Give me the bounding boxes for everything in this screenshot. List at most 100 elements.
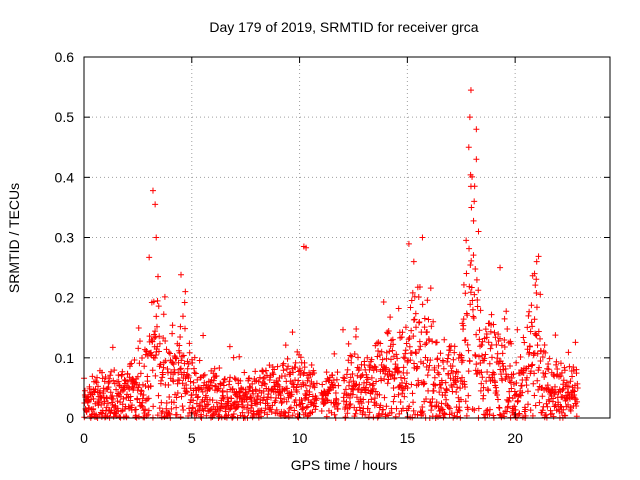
data-point (353, 325, 360, 332)
data-point (493, 388, 500, 395)
data-point (539, 393, 546, 400)
data-point (342, 414, 349, 421)
data-point (391, 374, 398, 381)
data-point (181, 360, 188, 367)
data-point (536, 364, 543, 371)
data-point (541, 374, 548, 381)
data-point (155, 303, 162, 310)
data-point (194, 376, 201, 383)
data-point (490, 321, 497, 328)
data-point (414, 411, 421, 418)
data-point (371, 395, 378, 402)
data-point (457, 385, 464, 392)
data-point (388, 409, 395, 416)
data-point (303, 387, 310, 394)
data-point (227, 374, 234, 381)
data-point (492, 384, 499, 391)
data-point (297, 354, 304, 361)
data-point (421, 380, 428, 387)
data-point (441, 336, 448, 343)
data-point (154, 297, 161, 304)
data-point (120, 395, 127, 402)
data-point (169, 322, 176, 329)
data-point (154, 412, 161, 419)
data-point (420, 360, 427, 367)
data-point (397, 374, 404, 381)
data-point (175, 369, 182, 376)
data-point (114, 405, 121, 412)
data-point (264, 394, 271, 401)
data-point (201, 371, 208, 378)
data-point (398, 334, 405, 341)
data-point (291, 407, 298, 414)
data-point (230, 411, 237, 418)
data-point (494, 392, 501, 399)
data-point (399, 405, 406, 412)
data-point (344, 366, 351, 373)
data-point (90, 395, 97, 402)
data-point (472, 266, 479, 273)
data-point (366, 409, 373, 416)
data-point (537, 335, 544, 342)
data-point (228, 395, 235, 402)
data-point (513, 359, 520, 366)
data-point (252, 368, 259, 375)
data-point (289, 329, 296, 336)
data-point (455, 369, 462, 376)
data-point (136, 360, 143, 367)
data-point (267, 394, 274, 401)
data-point (554, 366, 561, 373)
data-point (332, 390, 339, 397)
data-point (486, 411, 493, 418)
data-point (491, 371, 498, 378)
data-point (470, 252, 477, 259)
data-point (470, 217, 477, 224)
data-point (89, 373, 96, 380)
data-point (558, 369, 565, 376)
data-point (494, 350, 501, 357)
data-point (519, 389, 526, 396)
data-point (266, 404, 273, 411)
data-point (427, 285, 434, 292)
data-point (384, 380, 391, 387)
data-point (313, 395, 320, 402)
data-point (364, 354, 371, 361)
data-point (479, 338, 486, 345)
data-point (488, 354, 495, 361)
data-point (430, 387, 437, 394)
data-point (114, 398, 121, 405)
data-point (162, 357, 169, 364)
data-point (148, 349, 155, 356)
data-point (429, 338, 436, 345)
data-point (185, 360, 192, 367)
data-point (187, 378, 194, 385)
data-point (395, 391, 402, 398)
data-point (397, 398, 404, 405)
data-point (532, 331, 539, 338)
data-point (461, 381, 468, 388)
data-point (463, 237, 470, 244)
data-points (81, 87, 581, 421)
data-point (557, 373, 564, 380)
data-point (285, 413, 292, 420)
data-point (96, 399, 103, 406)
data-point (178, 271, 185, 278)
data-point (184, 358, 191, 365)
y-tick-label: 0.3 (55, 230, 75, 246)
data-point (467, 87, 474, 94)
data-point (289, 412, 296, 419)
data-point (283, 398, 290, 405)
data-point (352, 333, 359, 340)
data-point (281, 386, 288, 393)
data-point (573, 370, 580, 377)
data-point (550, 371, 557, 378)
data-point (160, 364, 167, 371)
data-point (373, 366, 380, 373)
data-point (276, 383, 283, 390)
data-point (486, 406, 493, 413)
data-point (544, 403, 551, 410)
data-point (142, 383, 149, 390)
data-point (445, 371, 452, 378)
data-point (210, 377, 217, 384)
